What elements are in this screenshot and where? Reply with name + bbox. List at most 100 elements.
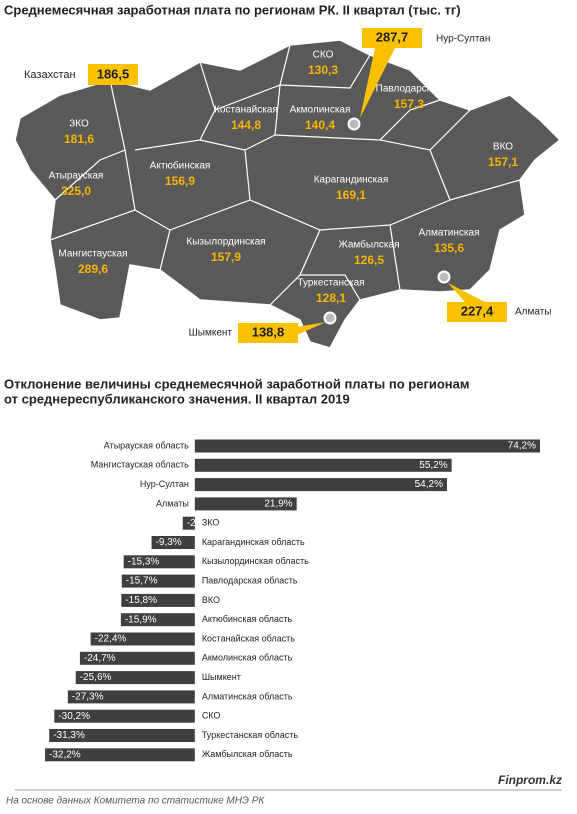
bar	[49, 729, 195, 742]
region-name: Атырауская	[49, 171, 104, 182]
map-title: Среднемесячная заработная плата по регио…	[4, 2, 461, 17]
bar	[121, 574, 195, 588]
region-value: 156,9	[165, 174, 195, 188]
region-value: 169,1	[336, 188, 366, 202]
bar-value-label: -15,3%	[128, 556, 160, 567]
region-value: 135,6	[434, 241, 464, 255]
bar	[194, 439, 541, 453]
region-name: Павлодарская	[376, 84, 443, 95]
bar-value-label: -15,9%	[125, 614, 157, 625]
category-label: Атырауская область	[104, 440, 189, 450]
region-value: 289,6	[78, 262, 108, 276]
pin-pointer	[290, 322, 326, 338]
category-label: Шымкент	[202, 672, 241, 682]
map	[14, 39, 562, 349]
region-name: Кызылординская	[186, 237, 265, 248]
map-labels: ЗКО 181,6 Атырауская 325,0 Мангистауская 289,…	[24, 28, 552, 343]
national-box	[88, 64, 138, 85]
bar-value-label: -24,7%	[84, 653, 116, 664]
category-label: Мангистауская область	[91, 460, 189, 470]
bar-value-label: -25,6%	[80, 672, 112, 683]
region-value: 181,6	[64, 132, 94, 146]
region-value: 144,8	[231, 118, 261, 132]
category-label: Акмолинская область	[202, 653, 293, 663]
bar	[90, 632, 195, 646]
region-value: 128,1	[316, 291, 346, 305]
region-value: 157,1	[488, 155, 518, 169]
bar	[194, 497, 297, 511]
category-label: ЗКО	[202, 518, 220, 528]
city-box	[238, 323, 298, 343]
region-value: 130,3	[308, 63, 338, 77]
city-value: 227,4	[461, 303, 494, 318]
bar-value-label: 55,2%	[419, 460, 447, 471]
bar	[121, 593, 195, 607]
category-label: Костанайская область	[202, 633, 295, 643]
category-label: Алматинская область	[202, 691, 293, 701]
city-name: Нур-Султан	[436, 34, 490, 45]
category-label: Карагандинская область	[202, 537, 305, 547]
pin-pointer	[360, 48, 395, 118]
bar-value-label: 74,2%	[508, 441, 536, 452]
city-pin	[437, 270, 451, 284]
bar	[45, 748, 195, 762]
source: На основе данных Комитета по статистике …	[6, 796, 265, 807]
bar	[54, 709, 195, 723]
category-label: СКО	[202, 711, 221, 721]
bar	[194, 478, 447, 492]
city-pin	[323, 311, 337, 325]
city-box	[447, 302, 507, 322]
category-label: ВКО	[202, 595, 220, 605]
bar-value-label: -2,6%	[187, 518, 213, 529]
region-value: 157,3	[394, 97, 424, 111]
category-label: Алматы	[156, 498, 189, 508]
city-name: Алматы	[515, 307, 552, 318]
bar	[67, 690, 195, 704]
bar	[123, 555, 195, 569]
region-name: ВКО	[493, 142, 513, 153]
region-value: 140,4	[305, 118, 335, 132]
bar-value-label: -31,3%	[53, 730, 85, 741]
bar-value-label: -27,3%	[72, 692, 104, 703]
region-name: Мангистауская	[58, 249, 127, 260]
region-value: 325,0	[61, 184, 91, 198]
region-name: ЗКО	[69, 119, 89, 130]
region-name: Алматинская	[419, 228, 480, 239]
country-shape	[14, 39, 562, 349]
city-box	[362, 28, 422, 48]
category-label: Жамбылская область	[202, 749, 293, 759]
bar-value-label: -22,4%	[95, 634, 127, 645]
bar	[194, 458, 452, 472]
bar	[79, 651, 195, 665]
region-name: Костанайская	[214, 105, 278, 116]
pin-pointer	[448, 283, 485, 302]
bar	[120, 613, 195, 627]
bar	[75, 671, 195, 685]
bar-value-label: -15,8%	[125, 595, 157, 606]
category-label: Нур-Султан	[140, 479, 189, 489]
category-label: Кызылординская область	[202, 556, 309, 566]
region-name: Карагандинская	[314, 175, 389, 186]
region-name: СКО	[313, 50, 334, 61]
bar-value-label: -15,7%	[126, 576, 158, 587]
city-value: 138,8	[252, 324, 285, 339]
bar-value-label: 54,2%	[415, 479, 443, 490]
region-name: Акмолинская	[290, 105, 351, 116]
region-borders	[49, 44, 521, 306]
city-pin	[347, 117, 361, 131]
national-name: Казахстан	[24, 69, 76, 81]
bar-value-label: -9,3%	[156, 537, 182, 548]
category-label: Актюбинская область	[202, 614, 293, 624]
chart-title: от среднереспубликанского значения. II к…	[4, 391, 350, 406]
national-value: 186,5	[97, 66, 130, 81]
city-value: 287,7	[376, 29, 409, 44]
bar	[182, 516, 195, 530]
city-name: Шымкент	[189, 328, 233, 339]
brand: Finprom.kz	[498, 773, 562, 787]
region-value: 157,9	[211, 250, 241, 264]
region-name: Жамбылская	[339, 239, 400, 251]
region-name: Туркестанская	[297, 278, 364, 289]
bar-chart: Отклонение величины среднемесячной зараб…	[4, 376, 541, 762]
bar-value-label: -32,2%	[49, 749, 81, 760]
